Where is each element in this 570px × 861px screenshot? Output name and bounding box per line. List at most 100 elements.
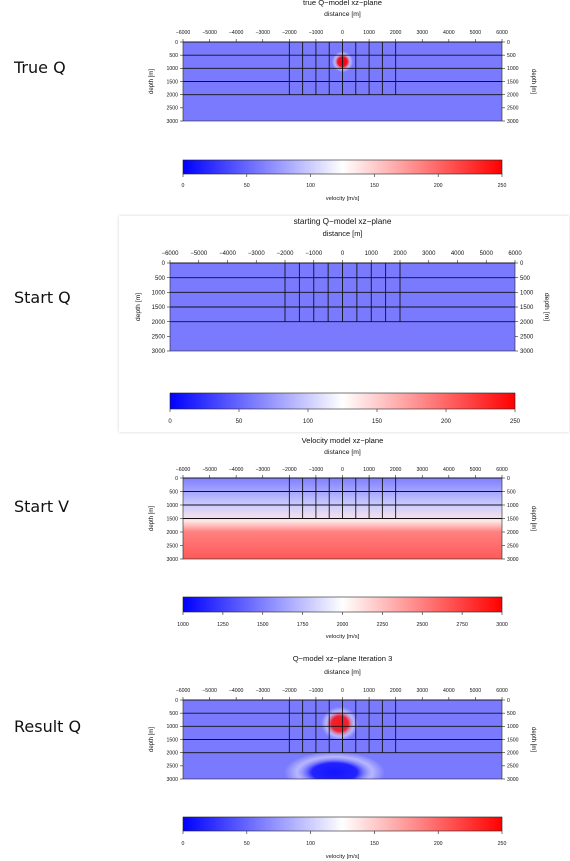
x-axis-label: distance [m] (324, 449, 361, 456)
colorbar-label: velocity [m/s] (326, 634, 360, 640)
x-tick-label: 6000 (496, 467, 508, 473)
x-axis-label: distance [m] (323, 229, 363, 238)
y-tick-label-right: 2500 (507, 543, 519, 549)
chart-title: true Q−model xz−plane (303, 0, 382, 7)
colorbar-tick-label: 100 (306, 841, 315, 847)
colorbar-tick-label: 250 (498, 183, 507, 189)
anomaly-1 (321, 706, 359, 741)
colorbar-tick-label: 250 (498, 841, 507, 847)
x-tick-label: 2000 (390, 688, 402, 694)
y-tick-label-right: 0 (507, 476, 510, 482)
chart-title: starting Q−model xz−plane (294, 217, 392, 226)
y-axis-label-right: depth [m] (530, 727, 536, 752)
y-tick-label-left: 1000 (152, 290, 166, 296)
y-tick-label-right: 1500 (507, 79, 519, 85)
colorbar-tick-label: 200 (434, 183, 443, 189)
colorbar-tick-label: 100 (303, 419, 314, 425)
x-tick-label: 1000 (363, 688, 375, 694)
chart-panel-1: true Q−model xz−plane distance [m] −6000 −5… (149, 0, 536, 202)
colorbar-tick-label: 1750 (297, 622, 309, 628)
y-tick-label-left: 3000 (166, 557, 178, 563)
y-tick-label-right: 0 (520, 261, 524, 267)
y-tick-label-left: 3000 (166, 777, 178, 783)
y-tick-label-left: 0 (162, 261, 166, 267)
y-tick-label-left: 1500 (166, 737, 178, 743)
y-tick-label-left: 500 (169, 711, 178, 717)
y-tick-label-left: 2000 (166, 92, 178, 98)
x-tick-label: −2000 (282, 30, 297, 36)
x-tick-label: −3000 (255, 467, 270, 473)
y-tick-label-right: 1000 (507, 724, 519, 730)
y-tick-label-left: 2000 (166, 530, 178, 536)
chart-panel-2: starting Q−model xz−plane distance [m] −60… (135, 217, 550, 425)
x-tick-label: 6000 (508, 251, 522, 257)
chart-panel-3: Velocity model xz−plane distance [m] −6000… (149, 436, 536, 640)
x-tick-label: −4000 (229, 467, 244, 473)
x-tick-label: 4000 (443, 688, 455, 694)
y-axis-label-left: depth [m] (149, 727, 155, 752)
colorbar-tick-label: 2000 (337, 622, 349, 628)
x-tick-label: 1000 (363, 30, 375, 36)
y-axis-label-right: depth [m] (543, 293, 550, 321)
x-tick-label: 3000 (422, 251, 436, 257)
y-tick-label-right: 3000 (507, 777, 519, 783)
y-tick-label-right: 1000 (520, 290, 534, 296)
colorbar-tick-label: 1500 (257, 622, 269, 628)
x-tick-label: 1000 (365, 251, 379, 257)
x-tick-label: 2000 (390, 30, 402, 36)
x-tick-label: 5000 (470, 30, 482, 36)
colorbar (182, 596, 503, 613)
x-tick-label: 2000 (393, 251, 407, 257)
y-tick-label-left: 1000 (166, 724, 178, 730)
x-tick-label: 1000 (363, 467, 375, 473)
colorbar-tick-label: 0 (182, 841, 185, 847)
x-tick-label: −6000 (176, 688, 191, 694)
x-tick-label: −5000 (202, 467, 217, 473)
colorbar-tick-label: 3000 (496, 622, 508, 628)
colorbar-tick-label: 2750 (456, 622, 468, 628)
x-tick-label: −1000 (309, 467, 324, 473)
y-tick-label-right: 1000 (507, 66, 519, 72)
y-tick-label-left: 1000 (166, 66, 178, 72)
y-tick-label-right: 500 (507, 711, 516, 717)
y-tick-label-right: 1500 (520, 305, 534, 311)
x-tick-label: −5000 (190, 251, 208, 257)
y-tick-label-right: 500 (507, 489, 516, 495)
x-tick-label: 5000 (470, 467, 482, 473)
colorbar-tick-label: 150 (370, 183, 379, 189)
y-axis-label-right: depth [m] (530, 69, 536, 94)
x-tick-label: −3000 (255, 30, 270, 36)
colorbar-tick-label: 200 (434, 841, 443, 847)
y-tick-label-right: 3000 (507, 119, 519, 125)
chart-title: Q−model xz−plane Iteration 3 (293, 654, 393, 663)
x-tick-label: 6000 (496, 30, 508, 36)
y-tick-label-right: 2500 (507, 764, 519, 770)
x-tick-label: 4000 (443, 30, 455, 36)
y-tick-label-right: 2000 (507, 92, 519, 98)
x-tick-label: −5000 (202, 688, 217, 694)
x-tick-label: 2000 (390, 467, 402, 473)
colorbar-tick-label: 150 (372, 419, 383, 425)
row-label-start-q: Start Q (14, 288, 71, 307)
x-tick-label: −4000 (229, 30, 244, 36)
x-tick-label: 3000 (416, 30, 428, 36)
x-tick-label: 0 (341, 251, 345, 257)
y-tick-label-right: 1000 (507, 503, 519, 509)
y-axis-label-left: depth [m] (149, 69, 155, 94)
colorbar-tick-label: 50 (236, 419, 243, 425)
y-tick-label-left: 1500 (166, 79, 178, 85)
y-tick-label-left: 500 (169, 53, 178, 59)
x-tick-label: −6000 (176, 467, 191, 473)
x-tick-label: 4000 (451, 251, 465, 257)
y-tick-label-left: 2000 (166, 750, 178, 756)
anomaly-2 (284, 751, 386, 779)
colorbar-tick-label: 2250 (377, 622, 389, 628)
x-tick-label: −1000 (305, 251, 323, 257)
colorbar (182, 816, 503, 832)
x-tick-label: −2000 (277, 251, 295, 257)
x-tick-label: 0 (341, 688, 344, 694)
x-tick-label: −3000 (248, 251, 266, 257)
y-tick-label-left: 2000 (152, 320, 166, 326)
y-tick-label-right: 500 (520, 276, 531, 282)
